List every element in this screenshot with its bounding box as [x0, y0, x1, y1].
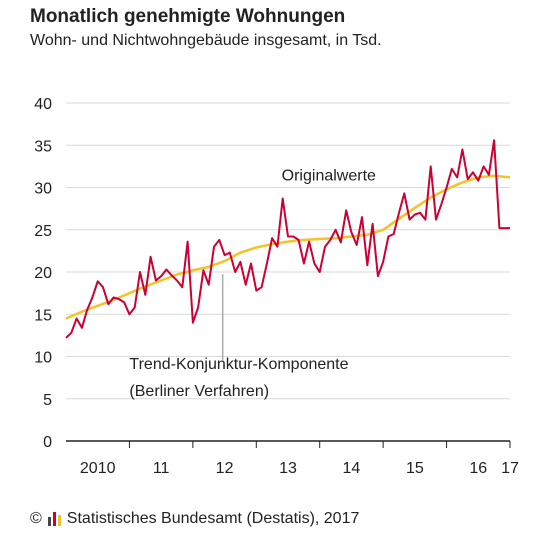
y-tick-label-25: 25 — [34, 223, 52, 240]
y-tick-label-0: 0 — [43, 434, 52, 451]
series-lines — [65, 139, 511, 339]
x-tick-label-11: 11 — [153, 460, 170, 477]
y-tick-label-30: 30 — [34, 181, 52, 198]
series-line-originalwerte — [65, 139, 510, 339]
annotation-label-0: Originalwerte — [282, 168, 376, 185]
annotation-label-2: (Berliner Verfahren) — [129, 383, 269, 400]
annotations: Originalwerte Trend-Konjunktur-Komponente… — [129, 168, 376, 400]
y-tick-label-35: 35 — [34, 138, 52, 155]
x-tick-label-15: 15 — [406, 460, 424, 477]
line-chart: 0 5 10 15 20 25 30 35 40 2010 11 12 13 14 15 16 17 Orig… — [34, 96, 519, 477]
series-line-trend — [65, 174, 511, 320]
destatis-logo-icon — [47, 512, 61, 526]
x-tick-label-12: 12 — [216, 460, 234, 477]
chart-subtitle: Wohn- und Nichtwohngebäude insgesamt, in… — [30, 32, 382, 49]
x-axis: 2010 11 12 13 14 15 16 17 — [66, 440, 519, 477]
source-text: Statistisches Bundesamt (Destatis), 2017 — [66, 510, 360, 527]
x-tick-label-13: 13 — [279, 460, 297, 477]
y-tick-label-20: 20 — [34, 265, 52, 282]
grid-lines — [66, 102, 510, 400]
y-tick-label-5: 5 — [43, 392, 52, 409]
y-tick-label-10: 10 — [34, 350, 52, 367]
y-tick-label-15: 15 — [34, 307, 52, 324]
x-tick-label-17: 17 — [501, 460, 519, 477]
y-tick-label-40: 40 — [34, 96, 52, 113]
y-axis-tick-labels: 0 5 10 15 20 25 30 35 40 — [34, 96, 52, 451]
x-tick-label-14: 14 — [343, 460, 361, 477]
source-footer: © Statistisches Bundesamt (Destatis), 20… — [30, 510, 359, 528]
x-tick-label-2010: 2010 — [80, 460, 116, 477]
annotation-label-1: Trend-Konjunktur-Komponente — [129, 356, 348, 373]
chart-title: Monatlich genehmigte Wohnungen — [30, 6, 346, 27]
x-tick-label-16: 16 — [469, 460, 487, 477]
copyright-symbol: © — [30, 510, 42, 527]
